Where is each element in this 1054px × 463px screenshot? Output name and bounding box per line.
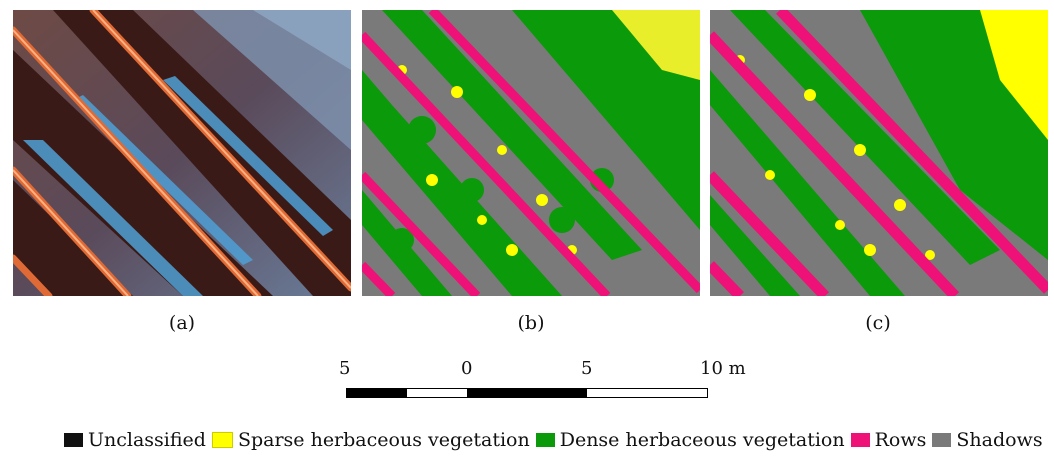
scale-label: 10 m (700, 358, 746, 379)
legend: Unclassified Sparse herbaceous vegetatio… (64, 429, 1049, 451)
classification-image-b (362, 10, 700, 296)
scale-bar-segment (467, 389, 587, 397)
scale-label: 5 (581, 358, 593, 379)
classification-map-b (362, 10, 700, 296)
aerial-image-panel (13, 10, 351, 296)
legend-label: Dense herbaceous vegetation (559, 429, 845, 451)
legend-label: Rows (874, 429, 927, 451)
legend-swatch (64, 433, 83, 447)
legend-item-dense-vegetation: Dense herbaceous vegetation (535, 429, 845, 451)
scale-bar-segment (587, 389, 707, 397)
scale-bar-segment (407, 389, 467, 397)
panel-caption-a: (a) (168, 312, 196, 334)
scale-label: 5 (339, 358, 351, 379)
classification-image-c (710, 10, 1048, 296)
legend-swatch (535, 433, 555, 447)
legend-label: Shadows (956, 429, 1043, 451)
panel-caption-b: (b) (517, 312, 545, 334)
legend-swatch (211, 432, 233, 448)
legend-swatch (932, 433, 952, 447)
classification-map-c (710, 10, 1048, 296)
legend-swatch (850, 433, 870, 447)
legend-item-sparse-vegetation: Sparse herbaceous vegetation (211, 429, 530, 451)
legend-item-unclassified: Unclassified (64, 429, 206, 451)
scale-bar (346, 388, 708, 398)
legend-label: Unclassified (88, 429, 206, 451)
legend-item-rows: Rows (850, 429, 927, 451)
legend-item-shadows: Shadows (932, 429, 1043, 451)
legend-label: Sparse herbaceous vegetation (237, 429, 530, 451)
scale-bar-segment (347, 389, 407, 397)
panel-caption-c: (c) (865, 312, 891, 334)
aerial-image (13, 10, 351, 296)
scale-label: 0 (461, 358, 473, 379)
